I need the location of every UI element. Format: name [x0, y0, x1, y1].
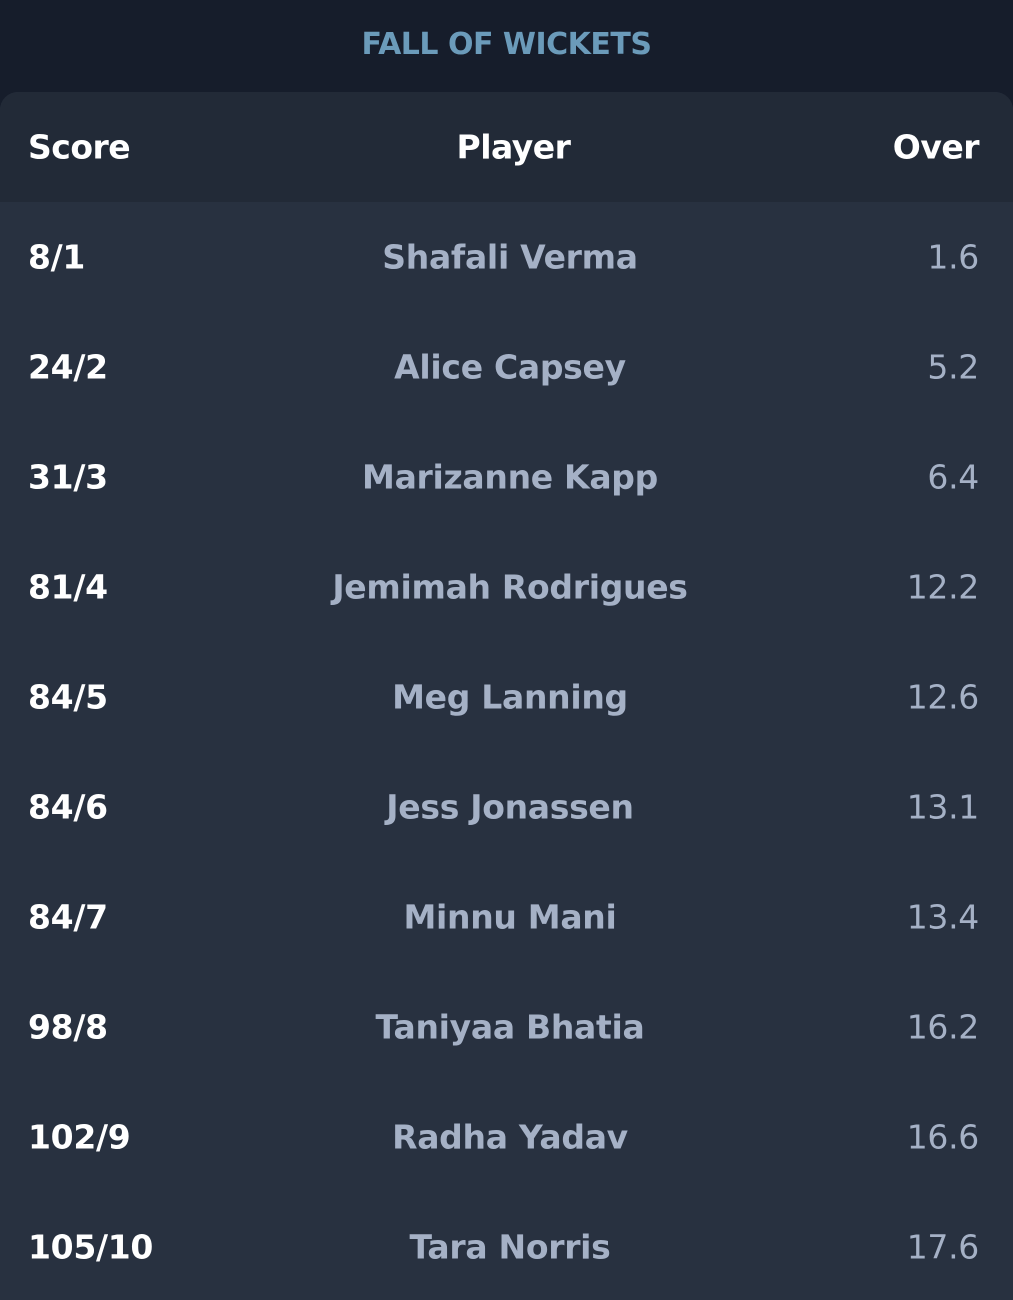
- table-row: 84/7 Minnu Mani 13.4: [0, 862, 1013, 972]
- score-cell: 8/1: [28, 237, 86, 277]
- over-cell: 12.6: [906, 677, 980, 717]
- column-header-player: Player: [456, 127, 571, 167]
- score-cell: 31/3: [28, 457, 108, 497]
- score-cell: 81/4: [28, 567, 108, 607]
- over-cell: 1.6: [927, 237, 979, 277]
- player-cell: Jess Jonassen: [386, 787, 634, 827]
- player-cell: Jemimah Rodrigues: [332, 567, 688, 607]
- table-row: 81/4 Jemimah Rodrigues 12.2: [0, 532, 1013, 642]
- score-cell: 84/5: [28, 677, 108, 717]
- player-cell: Alice Capsey: [394, 347, 626, 387]
- table-row: 31/3 Marizanne Kapp 6.4: [0, 422, 1013, 532]
- table-row: 102/9 Radha Yadav 16.6: [0, 1082, 1013, 1192]
- player-cell: Minnu Mani: [403, 897, 617, 937]
- over-cell: 5.2: [927, 347, 979, 387]
- table-row: 98/8 Taniyaa Bhatia 16.2: [0, 972, 1013, 1082]
- player-cell: Meg Lanning: [392, 677, 628, 717]
- table-body: 8/1 Shafali Verma 1.6 24/2 Alice Capsey …: [0, 202, 1013, 1300]
- player-cell: Tara Norris: [409, 1227, 611, 1267]
- fall-of-wickets-table: Score Player Over 8/1 Shafali Verma 1.6 …: [0, 92, 1013, 1300]
- score-cell: 84/7: [28, 897, 108, 937]
- score-cell: 105/10: [28, 1227, 154, 1267]
- section-title: FALL OF WICKETS: [361, 26, 652, 62]
- score-cell: 84/6: [28, 787, 108, 827]
- over-cell: 16.2: [906, 1007, 980, 1047]
- table-row: 105/10 Tara Norris 17.6: [0, 1192, 1013, 1300]
- player-cell: Taniyaa Bhatia: [375, 1007, 645, 1047]
- player-cell: Marizanne Kapp: [362, 457, 658, 497]
- table-row: 84/5 Meg Lanning 12.6: [0, 642, 1013, 752]
- score-cell: 98/8: [28, 1007, 108, 1047]
- column-header-over: Over: [892, 127, 980, 167]
- player-cell: Shafali Verma: [382, 237, 638, 277]
- score-cell: 102/9: [28, 1117, 131, 1157]
- table-row: 8/1 Shafali Verma 1.6: [0, 202, 1013, 312]
- table-row: 84/6 Jess Jonassen 13.1: [0, 752, 1013, 862]
- over-cell: 16.6: [906, 1117, 980, 1157]
- over-cell: 13.4: [906, 897, 980, 937]
- player-cell: Radha Yadav: [392, 1117, 628, 1157]
- over-cell: 6.4: [927, 457, 979, 497]
- over-cell: 13.1: [906, 787, 980, 827]
- table-header-row: Score Player Over: [0, 92, 1013, 202]
- over-cell: 12.2: [906, 567, 980, 607]
- score-cell: 24/2: [28, 347, 108, 387]
- table-row: 24/2 Alice Capsey 5.2: [0, 312, 1013, 422]
- over-cell: 17.6: [906, 1227, 980, 1267]
- column-header-score: Score: [28, 127, 131, 167]
